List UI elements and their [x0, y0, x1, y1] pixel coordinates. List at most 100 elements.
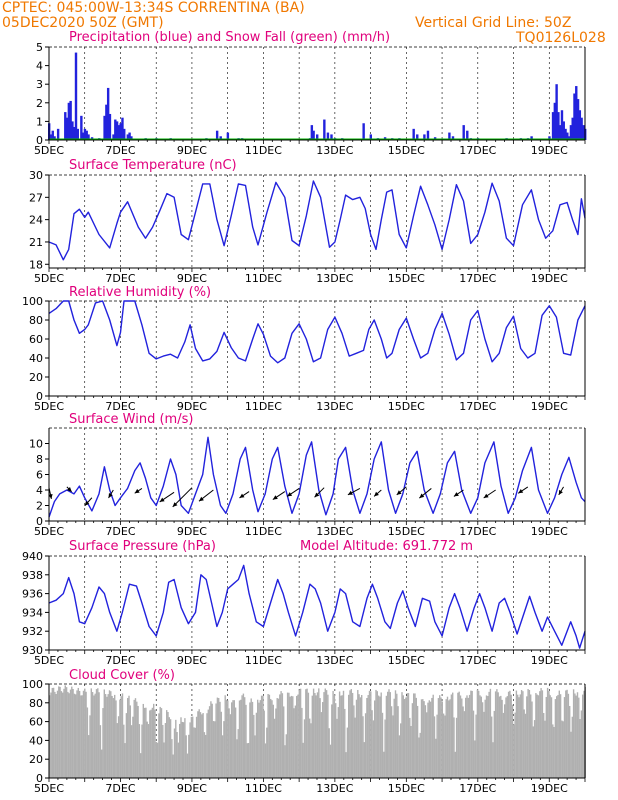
temp-x-tick-label: 5DEC: [34, 272, 64, 285]
cloud-bar: [416, 705, 419, 778]
cloud-bar: [59, 686, 61, 778]
cloud-bar: [344, 708, 346, 778]
precip-bar: [71, 121, 74, 140]
rh-y-tick-label: 80: [29, 314, 43, 327]
cloud-bar: [474, 740, 476, 778]
cloud-bar: [124, 743, 126, 778]
cloud-bar: [121, 693, 124, 778]
cloud-bar: [405, 697, 407, 778]
header-grid-line: Vertical Grid Line: 50Z: [415, 15, 572, 31]
cloud-bar: [544, 720, 546, 778]
precip-y-tick-label: 1: [36, 115, 43, 128]
cloud-bar: [462, 706, 464, 778]
cloud-bar: [381, 712, 384, 778]
cloud-bar: [458, 691, 460, 778]
cloud-bar: [49, 695, 51, 778]
precip-bar: [73, 126, 76, 140]
cloud-bar: [250, 698, 252, 778]
cloud-bar: [415, 697, 417, 778]
cloud-bar: [582, 694, 584, 778]
precip-bar: [582, 125, 585, 140]
cloud-bar: [502, 712, 505, 778]
cloud-bar: [246, 743, 248, 778]
pres-panel: [45, 555, 586, 654]
cloud-bar: [428, 700, 430, 778]
cloud-bar: [50, 692, 52, 778]
precip-bar: [112, 134, 115, 140]
cloud-bar: [167, 711, 169, 778]
cloud-bar: [138, 724, 141, 778]
cloud-bar: [199, 712, 202, 778]
precip-bar: [562, 121, 565, 140]
precip-bar: [566, 132, 569, 140]
cloud-x-tick-label: 11DEC: [245, 782, 282, 795]
cloud-bar: [498, 696, 501, 778]
cloud-bar: [411, 703, 414, 778]
cloud-bar: [258, 702, 260, 778]
cloud-bar: [86, 707, 89, 778]
wind-x-tick-label: 13DEC: [316, 525, 353, 538]
cloud-bar: [442, 713, 445, 778]
cloud-bar: [296, 695, 298, 778]
wind-y-tick-label: 2: [36, 500, 43, 513]
cloud-bar: [206, 713, 208, 778]
cloud-bar: [324, 688, 326, 778]
cloud-bar: [307, 692, 310, 778]
precip-bar: [316, 134, 319, 140]
cloud-bar: [78, 690, 81, 778]
cloud-bar: [279, 694, 281, 778]
wind-arrow-head: [314, 492, 320, 498]
cloud-bar: [89, 715, 91, 778]
cloud-bar: [229, 714, 232, 778]
wind-arrow-head: [396, 490, 402, 495]
cloud-bar: [223, 721, 225, 778]
cloud-bar: [88, 735, 90, 778]
cloud-bar: [566, 689, 568, 778]
pres-x-tick-label: 7DEC: [105, 654, 135, 667]
cloud-bar: [523, 709, 525, 778]
cloud-bar: [507, 691, 510, 778]
cloud-panel: [45, 683, 586, 782]
precip-x-tick-label: 11DEC: [245, 144, 282, 157]
cloud-bar: [390, 706, 393, 778]
cloud-bar: [156, 742, 159, 778]
cloud-bar: [342, 690, 345, 778]
cloud-bar: [172, 754, 174, 778]
cloud-bar: [476, 689, 479, 778]
cloud-bar: [401, 692, 403, 778]
precip-bar: [121, 117, 124, 140]
cloud-bar: [556, 696, 558, 778]
cloud-bar: [289, 696, 291, 778]
cloud-x-tick-label: 17DEC: [459, 782, 496, 795]
wind-arrow-head: [272, 495, 278, 500]
cloud-bar: [173, 728, 176, 778]
precip-bar: [580, 117, 583, 140]
precip-bar: [51, 130, 54, 140]
cloud-bar: [368, 690, 371, 778]
header-run-time: 05DEC2020 50Z (GMT): [2, 15, 164, 31]
cloud-bar: [427, 702, 429, 778]
cloud-bar: [224, 695, 226, 778]
cloud-bar: [85, 691, 87, 778]
cloud-bar: [123, 724, 125, 778]
rh-x-tick-label: 13DEC: [316, 400, 353, 413]
temp-series-line: [48, 180, 586, 261]
cloud-bar: [67, 691, 69, 778]
pres-x-tick-label: 9DEC: [177, 654, 207, 667]
temp-x-tick-label: 17DEC: [459, 272, 496, 285]
cloud-bar: [497, 692, 499, 778]
cloud-bar: [422, 699, 424, 778]
precip-bar: [466, 130, 469, 140]
cloud-x-tick-label: 9DEC: [177, 782, 207, 795]
cloud-bar: [255, 712, 258, 778]
cloud-bar: [532, 726, 534, 778]
cloud-bar: [316, 692, 319, 778]
cloud-bar: [214, 721, 216, 778]
cloud-bar: [285, 734, 287, 778]
cloud-y-tick-label: 100: [22, 678, 43, 691]
cloud-bar: [311, 695, 313, 778]
cloud-bar: [335, 703, 337, 778]
pres-x-tick-label: 19DEC: [531, 654, 568, 667]
cloud-bar: [394, 690, 397, 778]
cloud-bar: [181, 721, 183, 778]
